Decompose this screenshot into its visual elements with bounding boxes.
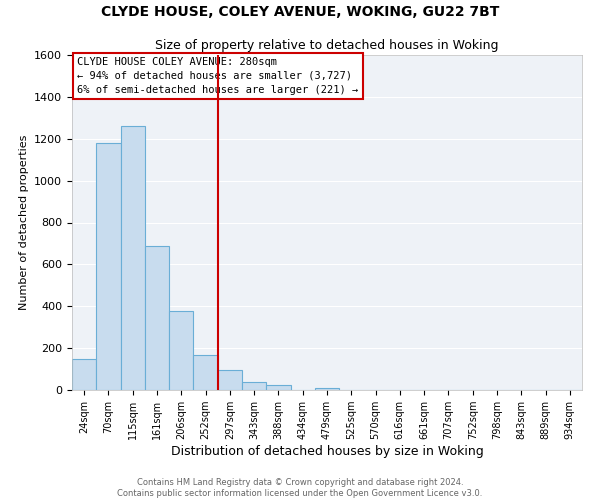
Bar xyxy=(315,388,339,390)
Bar xyxy=(266,386,290,390)
Bar xyxy=(121,126,145,390)
Bar xyxy=(96,143,121,390)
Title: Size of property relative to detached houses in Woking: Size of property relative to detached ho… xyxy=(155,40,499,52)
Bar xyxy=(193,356,218,390)
X-axis label: Distribution of detached houses by size in Woking: Distribution of detached houses by size … xyxy=(170,445,484,458)
Text: Contains HM Land Registry data © Crown copyright and database right 2024.
Contai: Contains HM Land Registry data © Crown c… xyxy=(118,478,482,498)
Text: CLYDE HOUSE, COLEY AVENUE, WOKING, GU22 7BT: CLYDE HOUSE, COLEY AVENUE, WOKING, GU22 … xyxy=(101,5,499,19)
Bar xyxy=(242,382,266,390)
Bar xyxy=(218,370,242,390)
Bar xyxy=(169,312,193,390)
Bar xyxy=(72,358,96,390)
Bar xyxy=(145,246,169,390)
Y-axis label: Number of detached properties: Number of detached properties xyxy=(19,135,29,310)
Text: CLYDE HOUSE COLEY AVENUE: 280sqm
← 94% of detached houses are smaller (3,727)
6%: CLYDE HOUSE COLEY AVENUE: 280sqm ← 94% o… xyxy=(77,56,358,94)
